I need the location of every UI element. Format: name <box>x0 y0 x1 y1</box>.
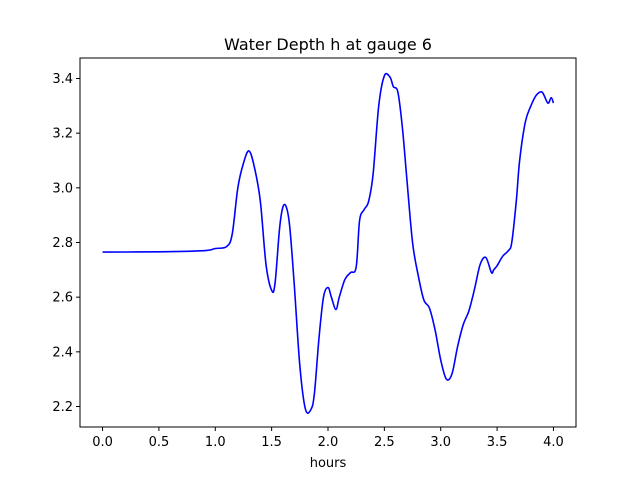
plot-area <box>79 57 577 428</box>
y-tick-label: 2.6 <box>52 291 73 306</box>
x-tick-label: 0.5 <box>149 435 170 450</box>
x-axis-label: hours <box>310 456 347 471</box>
y-tick-label: 2.8 <box>52 236 73 251</box>
x-tick-label: 4.0 <box>543 435 564 450</box>
x-tick-label: 1.5 <box>261 435 282 450</box>
x-tick-label: 3.0 <box>430 435 451 450</box>
y-tick-label: 2.4 <box>52 345 73 360</box>
x-tick-label: 2.5 <box>374 435 395 450</box>
x-tick-label: 0.0 <box>92 435 113 450</box>
x-tick-label: 3.5 <box>487 435 508 450</box>
series-line-0 <box>102 72 555 414</box>
y-tick-label: 3.2 <box>52 127 73 142</box>
y-tick-label: 3.0 <box>52 181 73 196</box>
x-axis: 0.0 0.5 1.0 1.5 2.0 2.5 3.0 3.5 4.0 <box>92 427 564 450</box>
x-tick-label: 2.0 <box>318 435 339 450</box>
chart-title: Water Depth h at gauge 6 <box>224 35 432 54</box>
y-axis: 2.2 2.4 2.6 2.8 3.0 3.2 3.4 <box>52 72 80 415</box>
series-layer <box>102 72 555 414</box>
y-tick-label: 2.2 <box>52 400 73 415</box>
x-tick-label: 1.0 <box>205 435 226 450</box>
y-tick-label: 3.4 <box>52 72 73 87</box>
